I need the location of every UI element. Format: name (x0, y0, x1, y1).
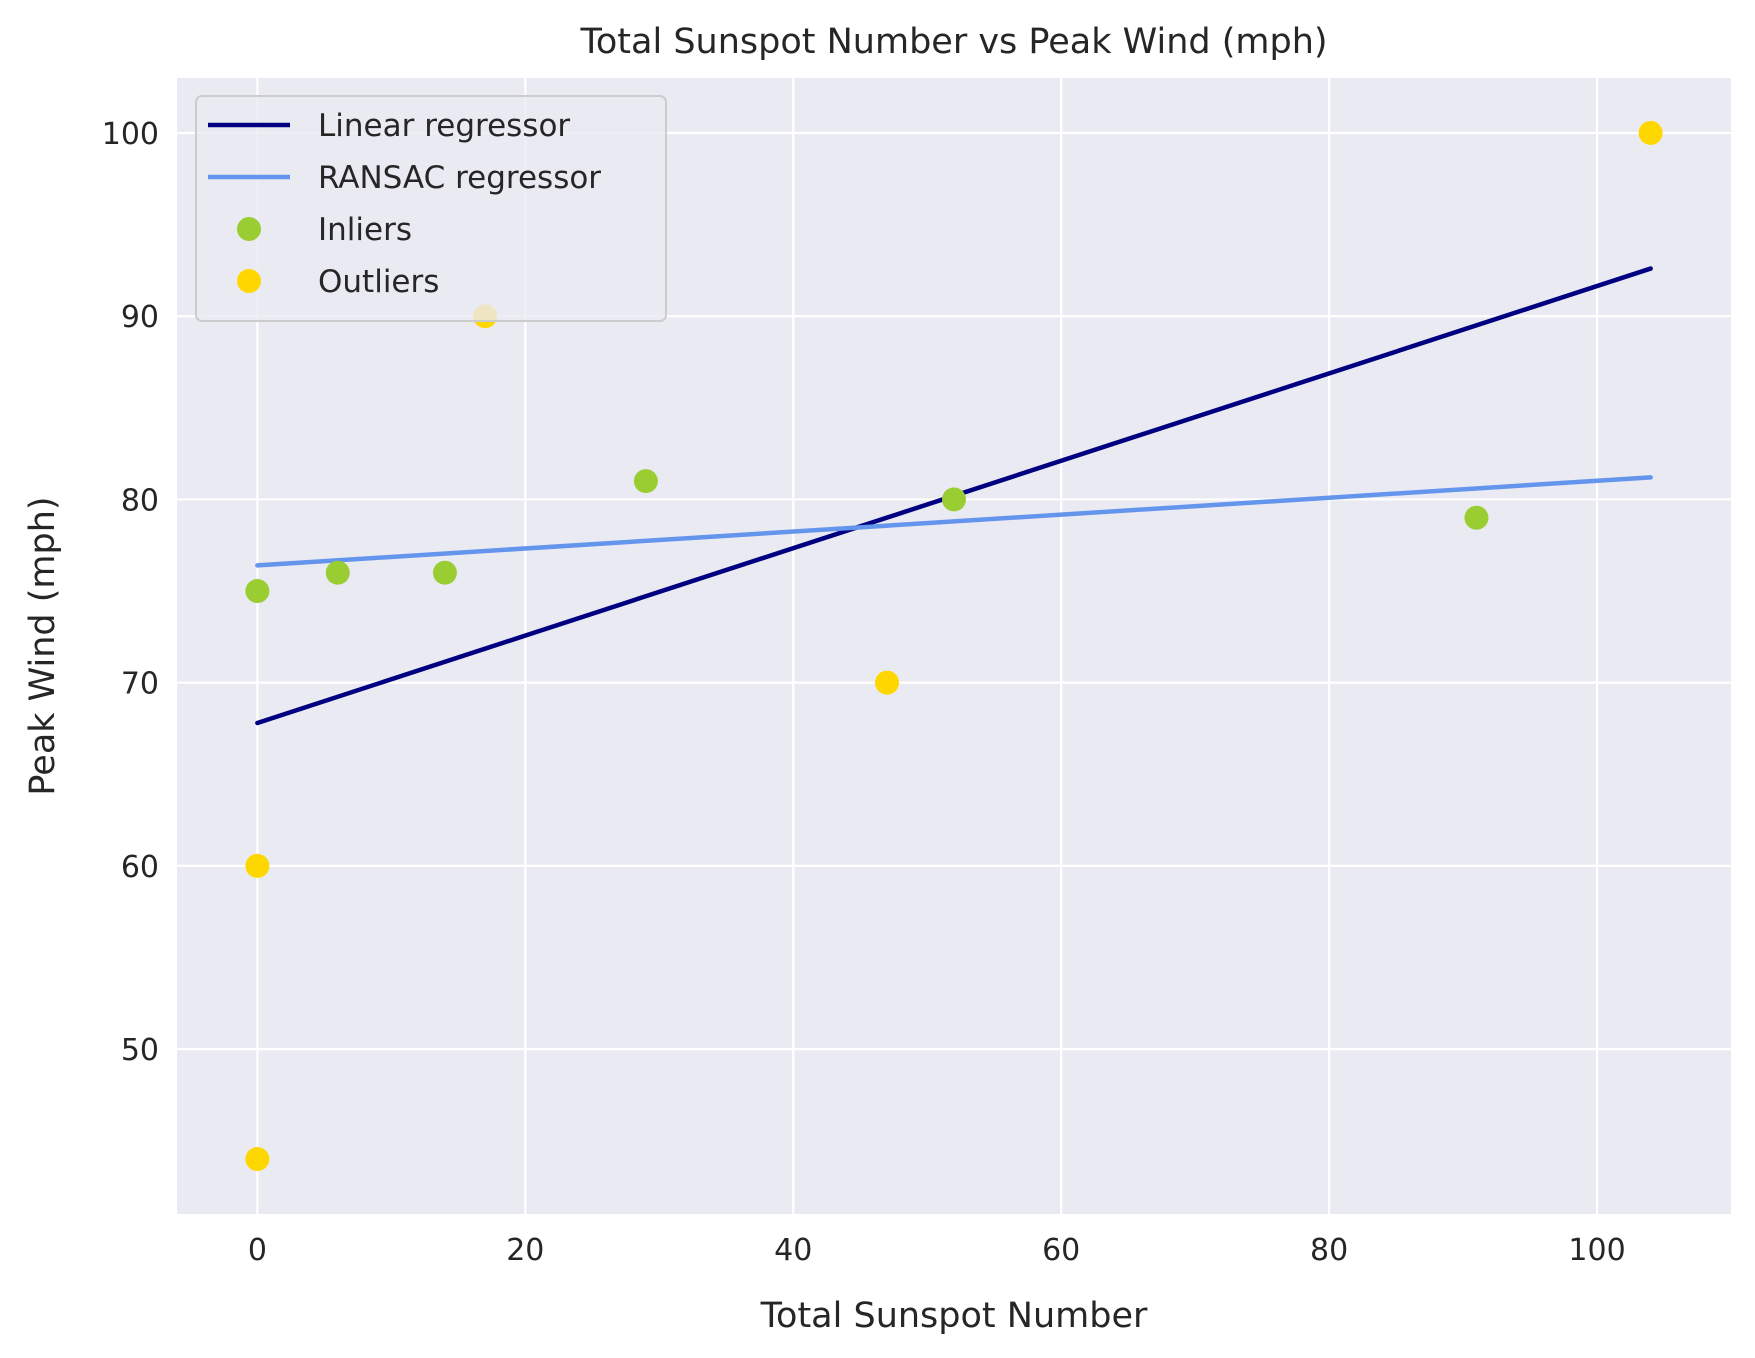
inliers-point (432, 560, 457, 585)
y-tick-label: 70 (121, 667, 159, 702)
x-tick-label: 40 (774, 1233, 812, 1268)
outliers-point (245, 1147, 270, 1172)
x-tick-label: 20 (506, 1233, 544, 1268)
legend-box (195, 95, 667, 322)
tick-labels: 0 20 40 60 80 100 50 60 70 80 90 100 (102, 117, 1626, 1268)
chart-title: Total Sunspot Number vs Peak Wind (mph) (579, 22, 1327, 62)
inliers-point (1464, 505, 1489, 530)
y-tick-label: 80 (121, 483, 159, 518)
outliers-point (1638, 120, 1663, 145)
y-tick-label: 50 (121, 1033, 159, 1068)
x-tick-label: 0 (248, 1233, 267, 1268)
inliers-point (633, 469, 658, 494)
y-tick-label: 60 (121, 850, 159, 885)
legend-label-linear-regressor: Linear regressor (318, 108, 570, 144)
inliers-point (325, 560, 350, 585)
legend-swatch-inliers (237, 217, 261, 241)
x-tick-label: 80 (1310, 1233, 1348, 1268)
y-tick-label: 100 (102, 117, 159, 152)
x-tick-label: 60 (1042, 1233, 1080, 1268)
legend-label-ransac-regressor: RANSAC regressor (318, 160, 601, 196)
ransac-regressor-line (255, 475, 1653, 568)
outliers-point (875, 670, 900, 695)
legend-label-outliers: Outliers (318, 264, 439, 300)
x-tick-label: 100 (1568, 1233, 1625, 1268)
x-axis-label: Total Sunspot Number (760, 1296, 1148, 1336)
y-axis-label: Peak Wind (mph) (23, 496, 63, 795)
outliers-point (245, 853, 270, 878)
inliers-point (245, 579, 270, 604)
series (245, 120, 1663, 1172)
y-tick-label: 90 (121, 300, 159, 335)
legend-swatch-outliers (237, 269, 261, 293)
legend: Linear regressor RANSAC regressor Inliers O… (195, 95, 667, 322)
legend-label-inliers: Inliers (318, 212, 412, 248)
inliers-point (942, 487, 966, 512)
